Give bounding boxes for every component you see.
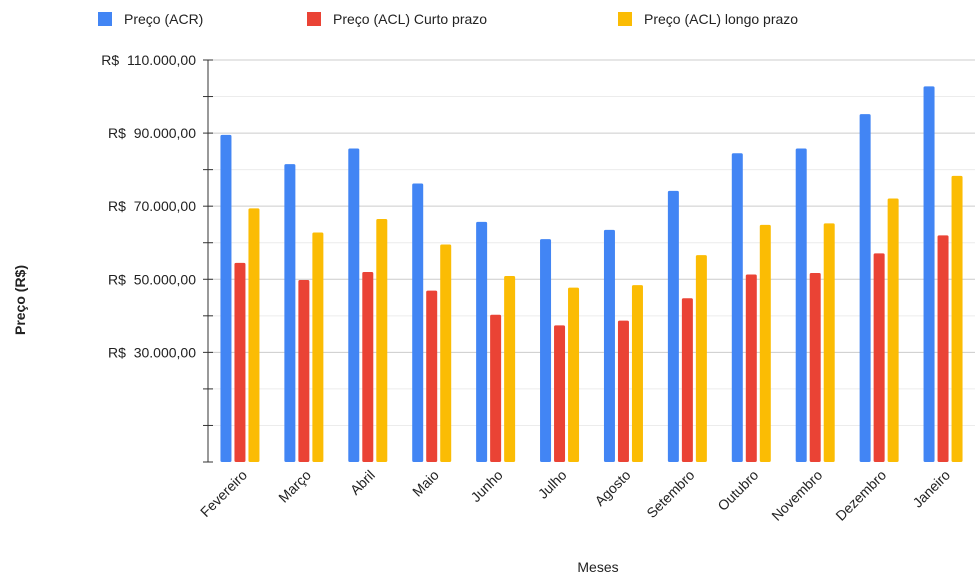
legend-label: Preço (ACL) longo prazo: [644, 11, 798, 27]
bar: [540, 239, 552, 462]
x-tick-label: Novembro: [768, 467, 825, 524]
bar: [426, 290, 438, 462]
x-axis-title: Meses: [577, 559, 618, 575]
grid-lines: [208, 59, 975, 426]
bar: [234, 262, 246, 462]
x-tick-label: Março: [275, 467, 314, 506]
bar: [667, 190, 679, 462]
y-tick-labels: R$ 110.000,00 R$ 90.000,00 R$ 70.000,00 R$ …: [101, 52, 196, 360]
bar: [554, 325, 566, 462]
bar: [348, 148, 360, 462]
bar: [412, 183, 424, 463]
bar: [823, 223, 835, 462]
bar: [568, 287, 580, 462]
bar: [440, 244, 452, 462]
bar: [887, 198, 899, 463]
x-tick-label: Outubro: [714, 467, 761, 514]
y-axis: [203, 59, 213, 463]
legend-swatch: [307, 12, 321, 26]
bar: [312, 232, 324, 462]
bar: [859, 114, 871, 462]
x-tick-label: Dezembro: [832, 467, 889, 524]
bar: [362, 271, 374, 462]
bar: [376, 218, 388, 462]
bar: [759, 224, 771, 462]
y-tick-label: R$ 30.000,00: [108, 344, 196, 360]
x-tick-label: Julho: [535, 467, 570, 502]
y-tick-label: R$ 70.000,00: [108, 198, 196, 214]
bars: [220, 86, 963, 463]
bar: [951, 175, 963, 462]
bar: [284, 164, 296, 462]
x-tick-label: Agosto: [591, 467, 633, 509]
bar: [603, 229, 615, 462]
bar: [490, 314, 502, 462]
bar: [504, 275, 516, 462]
bar: [795, 148, 807, 462]
bar: [731, 153, 743, 462]
legend-label: Preço (ACR): [124, 11, 203, 27]
y-tick-label: R$ 90.000,00: [108, 125, 196, 141]
y-tick-label: R$ 50.000,00: [108, 271, 196, 287]
legend: Preço (ACR) Preço (ACL) Curto prazo Preço …: [98, 11, 798, 27]
x-tick-labels: Fevereiro Março Abril Maio Junho Julho Agosto S…: [197, 467, 953, 524]
bar: [220, 134, 232, 462]
bar: [873, 253, 885, 462]
legend-swatch: [618, 12, 632, 26]
bar: [937, 235, 949, 462]
bar: [681, 298, 693, 462]
x-tick-label: Setembro: [643, 467, 697, 521]
y-axis-title: Preço (R$): [12, 265, 28, 335]
legend-swatch: [98, 12, 112, 26]
x-tick-label: Maio: [409, 467, 442, 500]
bar: [695, 255, 707, 462]
bar: [923, 86, 935, 462]
x-tick-label: Abril: [347, 467, 378, 498]
bar: [809, 273, 821, 462]
bar: [298, 280, 310, 462]
y-tick-label: R$ 110.000,00: [101, 52, 196, 68]
bar: [617, 320, 629, 462]
bar: [745, 274, 757, 462]
bar: [631, 285, 643, 462]
bar: [476, 221, 488, 462]
x-tick-label: Janeiro: [909, 467, 953, 511]
bar: [248, 208, 260, 462]
legend-label: Preço (ACL) Curto prazo: [333, 11, 487, 27]
x-tick-label: Junho: [467, 467, 505, 505]
x-tick-label: Fevereiro: [197, 467, 250, 520]
